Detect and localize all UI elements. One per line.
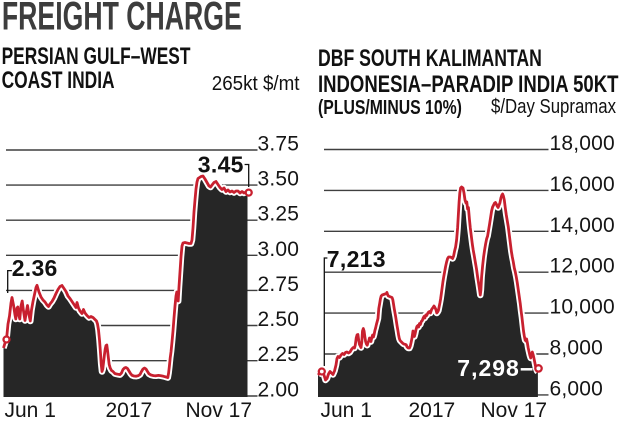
svg-text:Nov 17: Nov 17 bbox=[186, 399, 253, 422]
svg-text:3.25: 3.25 bbox=[258, 203, 300, 226]
svg-text:Nov 17: Nov 17 bbox=[481, 399, 548, 422]
svg-text:8,000: 8,000 bbox=[550, 337, 604, 360]
svg-text:PERSIAN GULF–WEST: PERSIAN GULF–WEST bbox=[2, 43, 191, 70]
svg-text:10,000: 10,000 bbox=[550, 296, 615, 319]
svg-text:3.75: 3.75 bbox=[258, 133, 300, 156]
svg-text:3.50: 3.50 bbox=[258, 168, 300, 191]
svg-text:2.00: 2.00 bbox=[258, 379, 300, 402]
svg-text:FREIGHT CHARGE: FREIGHT CHARGE bbox=[2, 0, 242, 39]
svg-text:DBF SOUTH KALIMANTAN: DBF SOUTH KALIMANTAN bbox=[318, 44, 542, 72]
svg-text:COAST INDIA: COAST INDIA bbox=[2, 66, 115, 94]
svg-text:2.36: 2.36 bbox=[12, 255, 58, 281]
svg-text:2.75: 2.75 bbox=[258, 273, 300, 296]
svg-text:$/Day Supramax: $/Day Supramax bbox=[491, 95, 617, 118]
svg-text:7,298: 7,298 bbox=[457, 355, 520, 381]
svg-text:2017: 2017 bbox=[106, 399, 153, 422]
svg-text:2.25: 2.25 bbox=[258, 343, 300, 366]
svg-text:3.45: 3.45 bbox=[198, 151, 244, 177]
svg-text:6,000: 6,000 bbox=[550, 377, 604, 400]
svg-text:INDONESIA–PARADIP INDIA 50KT: INDONESIA–PARADIP INDIA 50KT bbox=[318, 69, 619, 97]
svg-text:2017: 2017 bbox=[409, 399, 456, 422]
svg-text:2.50: 2.50 bbox=[258, 308, 300, 331]
svg-text:265kt $/mt: 265kt $/mt bbox=[212, 72, 300, 95]
svg-text:7,213: 7,213 bbox=[327, 246, 386, 272]
svg-text:18,000: 18,000 bbox=[550, 132, 615, 155]
svg-text:Jun 1: Jun 1 bbox=[5, 399, 56, 422]
svg-text:16,000: 16,000 bbox=[550, 173, 615, 196]
svg-text:3.00: 3.00 bbox=[258, 238, 300, 261]
svg-text:12,000: 12,000 bbox=[550, 255, 615, 278]
svg-text:Jun 1: Jun 1 bbox=[321, 399, 372, 422]
svg-text:14,000: 14,000 bbox=[550, 214, 615, 237]
svg-text:(PLUS/MINUS 10%): (PLUS/MINUS 10%) bbox=[318, 96, 462, 118]
